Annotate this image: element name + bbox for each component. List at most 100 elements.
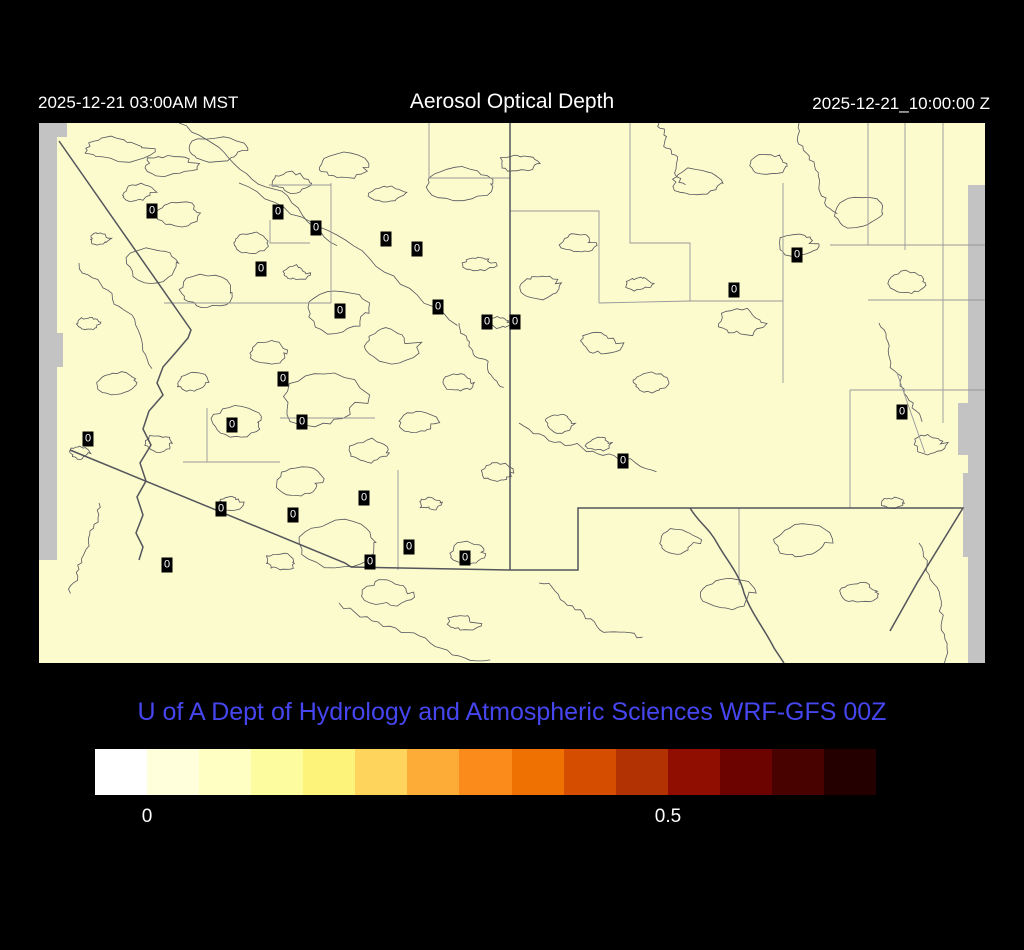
zero-contour-line: [425, 166, 494, 202]
zero-contour-line: [718, 307, 768, 337]
zero-contour-line: [125, 247, 180, 284]
aod-map: 0 0 0 0 0 0 0 0 0 0 0 0 0 0 0 0 0 0 0 0 0 0 0 0 0: [39, 123, 985, 663]
contour-label: 0: [296, 414, 308, 430]
zero-contour-line: [518, 422, 657, 473]
zero-contour-line: [75, 317, 102, 331]
contour-label: 0: [358, 490, 370, 506]
contour-label: 0: [272, 204, 284, 220]
zero-contours: [68, 123, 950, 663]
colorbar-segment: [199, 749, 252, 795]
contour-label: 0: [481, 314, 493, 330]
colorbar-segment: [303, 749, 356, 795]
zero-contour-line: [449, 540, 487, 566]
colorbar-segment: [719, 749, 772, 795]
valid-time-local: 2025-12-21 03:00AM MST: [38, 93, 239, 112]
contour-label: 0: [287, 507, 299, 523]
colorbar-segment: [615, 749, 668, 795]
county-boundaries: [164, 123, 985, 585]
zero-contour-line: [265, 552, 296, 571]
zero-contour-line: [282, 372, 371, 428]
zero-contour-line: [833, 196, 884, 229]
zero-contour-line: [178, 273, 233, 309]
contour-label: 0: [411, 241, 423, 257]
zero-contour-line: [918, 542, 949, 663]
colorbar-segment: [771, 749, 824, 795]
contour-label: 0: [617, 453, 629, 469]
aod-colorbar: [95, 749, 876, 795]
zero-contour-line: [78, 262, 153, 369]
zero-contour-line: [538, 582, 643, 639]
map-canvas: [39, 123, 985, 663]
contour-label: 0: [82, 431, 94, 447]
colorbar-tick-label: 0.5: [654, 806, 682, 827]
zero-contour-line: [210, 405, 262, 438]
zero-contour-line: [68, 502, 101, 594]
zero-contour-line: [446, 615, 483, 631]
zero-contour-line: [671, 167, 724, 196]
colorbar-segment: [407, 749, 460, 795]
state-borders: [58, 123, 965, 663]
colorbar-segment: [511, 749, 564, 795]
contour-label: 0: [728, 282, 740, 298]
zero-contour-line: [545, 414, 577, 434]
zero-contour-line: [839, 581, 880, 603]
zero-contour-line: [887, 269, 927, 295]
zero-contour-line: [307, 290, 371, 335]
contour-label: 0: [459, 550, 471, 566]
zero-contour-line: [361, 579, 415, 607]
contour-label: 0: [255, 261, 267, 277]
colorbar-tick-label: 0: [141, 806, 153, 827]
zero-contour-line: [363, 327, 423, 365]
contour-label: 0: [226, 417, 238, 433]
contour-label: 0: [791, 247, 803, 263]
zero-contour-line: [338, 602, 491, 662]
contour-label: 0: [896, 404, 908, 420]
zero-contour-line: [144, 435, 173, 453]
zero-contour-line: [480, 462, 515, 482]
contour-label: 0: [215, 501, 227, 517]
colorbar-segment: [251, 749, 304, 795]
contour-label: 0: [432, 299, 444, 315]
contour-label-layer: 0 0 0 0 0 0 0 0 0 0 0 0 0 0 0 0 0 0 0 0 0 0 0 0 0: [39, 123, 985, 663]
zero-contour-line: [796, 123, 838, 215]
zero-contour-line: [458, 322, 504, 388]
contour-label: 0: [310, 220, 322, 236]
zero-contour-line: [176, 371, 210, 392]
zero-contour-line: [398, 410, 441, 434]
zero-contour-line: [632, 371, 670, 394]
contour-label: 0: [403, 539, 415, 555]
zero-contour-line: [659, 528, 703, 555]
zero-contour-line: [275, 466, 325, 497]
map-background: [39, 123, 985, 663]
colorbar-segment: [355, 749, 408, 795]
out-of-domain-strips: [39, 123, 985, 663]
colorbar-segment: [823, 749, 876, 795]
zero-contour-line: [89, 232, 113, 246]
zero-contour-line: [519, 275, 563, 301]
zero-contour-line: [249, 339, 289, 365]
zero-contour-line: [699, 578, 757, 611]
zero-contour-line: [233, 231, 269, 254]
contour-label: 0: [509, 314, 521, 330]
zero-contour-line: [282, 264, 311, 281]
zero-contour-line: [773, 523, 834, 558]
contour-label: 0: [380, 231, 392, 247]
zero-contour-line: [96, 371, 138, 396]
zero-contour-line: [625, 276, 656, 292]
zero-contour-line: [68, 445, 92, 460]
zero-contour-line: [318, 151, 370, 179]
colorbar-segment: [147, 749, 200, 795]
zero-contour-line: [84, 135, 156, 163]
zero-contour-line: [749, 154, 788, 175]
colorbar-segment: [95, 749, 148, 795]
zero-contour-line: [779, 233, 820, 257]
contour-label: 0: [364, 554, 376, 570]
zero-contour-line: [657, 123, 686, 186]
zero-contour-line: [461, 256, 498, 272]
plot-title: Aerosol Optical Depth: [409, 90, 615, 113]
contour-label: 0: [161, 557, 173, 573]
zero-contour-line: [348, 437, 391, 464]
zero-contour-line: [579, 331, 625, 355]
colorbar-segment: [563, 749, 616, 795]
